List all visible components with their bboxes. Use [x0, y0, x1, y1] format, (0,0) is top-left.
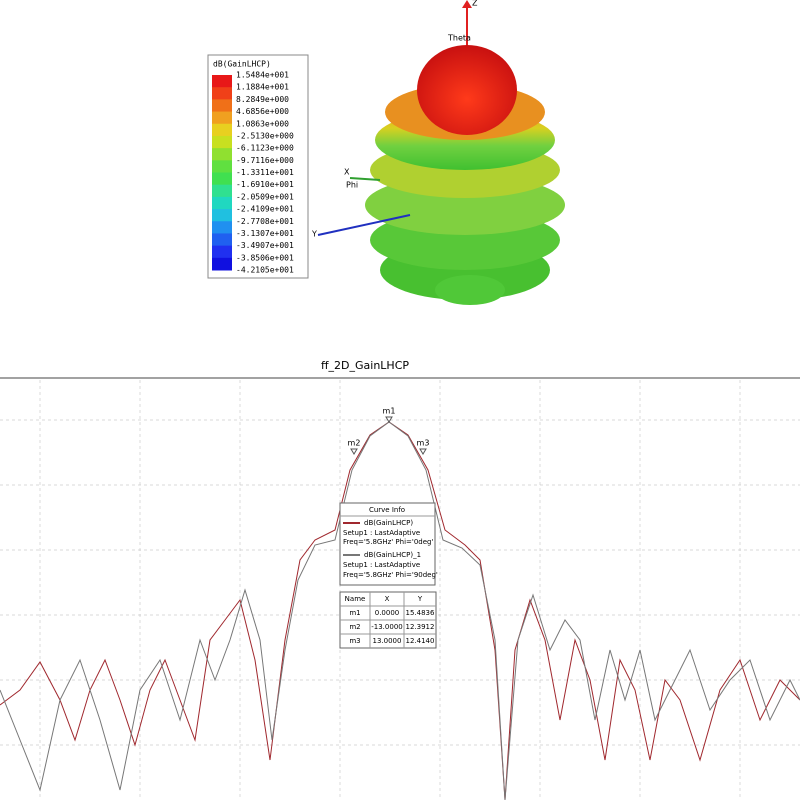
- legend-label: -9.7116e+000: [236, 156, 294, 165]
- legend-label: 1.0863e+000: [236, 119, 289, 128]
- axis-z: Z: [472, 0, 478, 8]
- axis-theta: Theta: [447, 34, 471, 43]
- curve-info-title: Curve Info: [369, 506, 405, 514]
- legend-swatch: [212, 245, 232, 259]
- curve-freq: Freq='5.8GHz' Phi='90deg': [343, 571, 438, 579]
- markers: m1 m2 m3: [348, 407, 430, 455]
- plot-grid: [0, 380, 800, 800]
- legend-label: -3.8506e+001: [236, 253, 294, 262]
- table-cell: -13.0000: [371, 623, 402, 631]
- legend-swatch: [212, 75, 232, 88]
- legend-swatch: [212, 160, 232, 173]
- legend-label: -2.5130e+000: [236, 131, 294, 140]
- curve-info: Curve Info dB(GainLHCP) Setup1 : LastAda…: [339, 502, 438, 586]
- legend-swatch: [212, 184, 232, 198]
- legend-swatch: [212, 123, 232, 137]
- legend-swatch: [212, 209, 232, 222]
- legend-label: 4.6856e+000: [236, 107, 289, 116]
- axis-phi: Phi: [346, 181, 358, 190]
- legend-swatch: [212, 233, 232, 247]
- legend-label: -1.6910e+001: [236, 180, 294, 189]
- legend-swatch: [212, 99, 232, 113]
- legend-label: -4.2105e+001: [236, 266, 294, 275]
- color-legend: dB(GainLHCP) 1.5484e+001 1.1884e+001 8.284…: [207, 54, 309, 279]
- table-header: Y: [417, 595, 423, 603]
- legend-label: -2.4109e+001: [236, 205, 294, 214]
- curve-setup: Setup1 : LastAdaptive: [343, 529, 420, 537]
- legend-swatch: [212, 135, 232, 149]
- legend-swatch: [212, 257, 232, 271]
- axis-y: Y: [311, 230, 317, 239]
- legend-label: 1.1884e+001: [236, 83, 289, 92]
- pattern-3d: Z Theta Y X Phi: [311, 0, 565, 305]
- legend-swatch: [212, 196, 232, 210]
- legend-label: -3.1307e+001: [236, 229, 294, 238]
- legend-swatch: [212, 172, 232, 186]
- legend-swatch: [212, 111, 232, 125]
- marker-label: m2: [348, 439, 361, 448]
- marker-table: Name X Ym1 0.0000 15.4836 m2 -13.0000 12.3912 m3…: [339, 591, 437, 649]
- legend-label: -1.3311e+001: [236, 168, 294, 177]
- legend-swatch: [212, 87, 232, 100]
- legend-label: -3.4907e+001: [236, 241, 294, 250]
- legend-label: -2.0509e+001: [236, 192, 294, 201]
- table-cell: 13.0000: [373, 637, 402, 645]
- axis-x: X: [344, 168, 350, 177]
- legend-label: -2.7708e+001: [236, 217, 294, 226]
- curve-freq: Freq='5.8GHz' Phi='0deg': [343, 538, 433, 546]
- table-cell: 12.4140: [406, 637, 435, 645]
- table-cell: m3: [349, 637, 360, 645]
- marker-label: m1: [383, 407, 396, 416]
- table-cell: 0.0000: [375, 609, 400, 617]
- legend-swatch: [212, 221, 232, 234]
- legend-swatch: [212, 148, 232, 161]
- curve-phi90: [0, 421, 800, 801]
- marker-label: m3: [417, 439, 430, 448]
- table-cell: 15.4836: [406, 609, 435, 617]
- curve-setup: Setup1 : LastAdaptive: [343, 561, 420, 569]
- legend-label: 1.5484e+001: [236, 71, 289, 80]
- curve-name: dB(GainLHCP): [364, 519, 413, 527]
- table-header: X: [385, 595, 390, 603]
- legend-title: dB(GainLHCP): [213, 60, 271, 69]
- table-cell: m2: [349, 623, 360, 631]
- table-cell: m1: [349, 609, 360, 617]
- table-header: Name: [345, 595, 366, 603]
- table-cell: 12.3912: [406, 623, 435, 631]
- legend-label: 8.2849e+000: [236, 95, 289, 104]
- plot-title: ff_2D_GainLHCP: [321, 359, 409, 372]
- legend-label: -6.1123e+000: [236, 144, 294, 153]
- curve-name: dB(GainLHCP)_1: [364, 551, 421, 559]
